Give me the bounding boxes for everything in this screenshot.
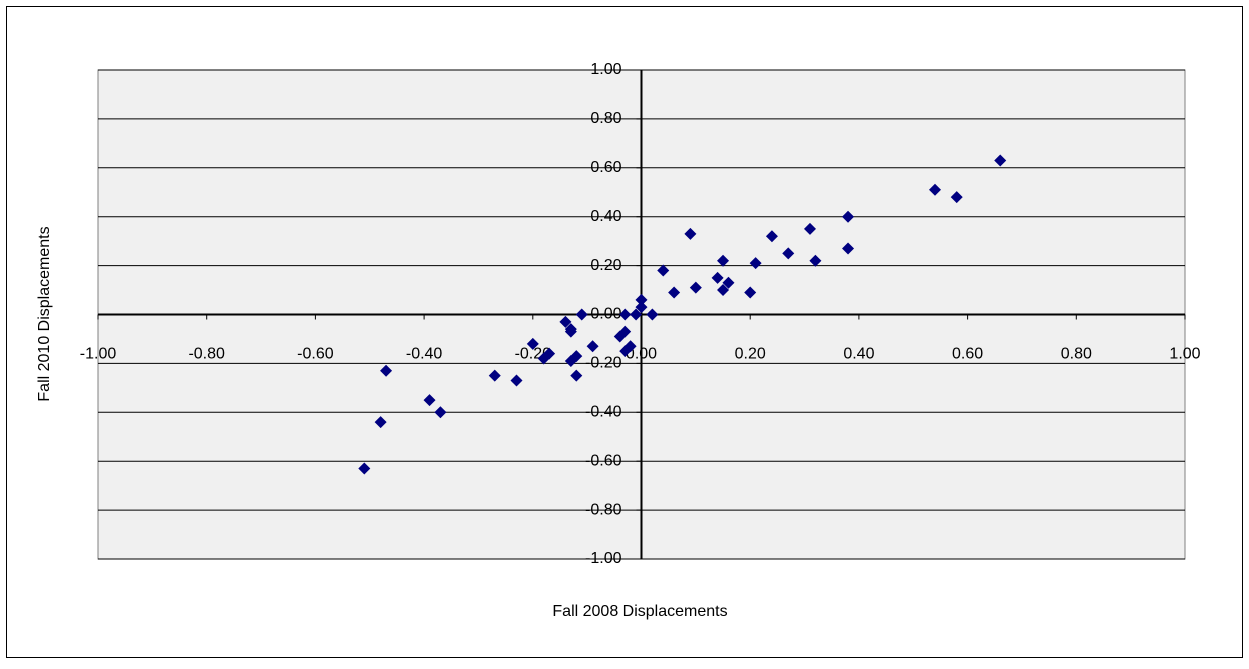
y-tick-label: 0.20 — [590, 257, 621, 274]
y-tick-label: -1.00 — [585, 550, 622, 567]
point — [488, 369, 501, 382]
point — [575, 308, 588, 321]
point — [717, 254, 730, 267]
point — [613, 330, 626, 343]
point — [559, 315, 572, 328]
x-axis-title: Fall 2008 Displacements — [552, 603, 727, 620]
point — [809, 254, 822, 267]
y-tick-label: -0.80 — [585, 501, 622, 518]
x-tick-label: -0.40 — [406, 346, 443, 363]
point — [668, 286, 681, 299]
point — [564, 354, 577, 367]
point — [717, 284, 730, 297]
y-tick-label: -0.40 — [585, 404, 622, 421]
y-tick-label: 0.80 — [590, 110, 621, 127]
point — [684, 227, 697, 240]
y-tick-label: 0.00 — [590, 306, 621, 323]
point — [803, 222, 816, 235]
point — [928, 183, 941, 196]
point — [765, 230, 778, 243]
x-tick-label: 0.20 — [735, 346, 766, 363]
point — [537, 352, 550, 365]
point — [689, 281, 702, 294]
y-tick-label: -0.20 — [585, 355, 622, 372]
point — [635, 293, 648, 306]
y-tick-label: -0.60 — [585, 452, 622, 469]
point — [842, 242, 855, 255]
point — [657, 264, 670, 277]
point — [630, 308, 643, 321]
point — [711, 271, 724, 284]
point — [526, 337, 539, 350]
y-axis-title: Fall 2010 Displacements — [36, 226, 53, 401]
x-tick-label: 1.00 — [1169, 346, 1200, 363]
point — [358, 462, 371, 475]
point — [570, 369, 583, 382]
point — [994, 154, 1007, 167]
point — [782, 247, 795, 260]
x-tick-label: -1.00 — [80, 346, 117, 363]
point — [619, 345, 632, 358]
point — [950, 191, 963, 204]
point — [749, 257, 762, 270]
x-tick-label: 0.80 — [1061, 346, 1092, 363]
x-tick-label: -0.80 — [188, 346, 225, 363]
point — [374, 416, 387, 429]
x-tick-label: 0.60 — [952, 346, 983, 363]
x-tick-label: 0.40 — [843, 346, 874, 363]
point — [423, 394, 436, 407]
point — [510, 374, 523, 387]
point — [564, 325, 577, 338]
point — [619, 308, 632, 321]
x-tick-label: 0.00 — [626, 346, 657, 363]
x-tick-label: -0.60 — [297, 346, 334, 363]
point — [380, 364, 393, 377]
point — [744, 286, 757, 299]
point — [722, 276, 735, 289]
y-tick-label: 0.60 — [590, 159, 621, 176]
point — [586, 340, 599, 353]
y-tick-label: 0.40 — [590, 208, 621, 225]
point — [434, 406, 447, 419]
point — [646, 308, 659, 321]
y-tick-label: 1.00 — [590, 61, 621, 78]
point — [842, 210, 855, 223]
point — [635, 301, 648, 314]
